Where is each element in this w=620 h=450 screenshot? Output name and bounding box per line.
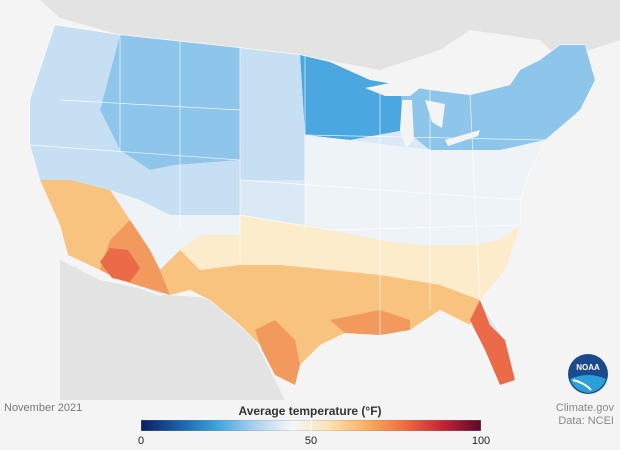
region-great-basin (30, 25, 240, 215)
lake-erie (445, 130, 480, 146)
legend-color-bar (141, 420, 481, 431)
noaa-logo: NOAA (568, 354, 608, 394)
region-northeast (460, 45, 595, 150)
region-southern-plains (180, 215, 520, 300)
state-borders (29, 35, 546, 335)
legend-title: Average temperature (°F) (238, 404, 382, 418)
credit-block: Climate.gov Data: NCEI (556, 402, 614, 428)
date-label: November 2021 (4, 402, 83, 414)
noaa-logo-text: NOAA (576, 363, 600, 372)
region-upper-midwest (300, 55, 405, 140)
region-florida (470, 300, 515, 385)
legend-tick-min: 0 (137, 435, 145, 447)
legend-tick-max: 100 (471, 435, 491, 447)
credit-source: Climate.gov (555, 402, 614, 414)
region-desert-hotspot (100, 248, 140, 282)
lake-superior (365, 82, 420, 96)
region-south-texas (255, 320, 300, 385)
legend-tick-mid: 50 (304, 435, 318, 447)
temperature-map (0, 0, 620, 400)
lake-michigan (400, 100, 414, 148)
region-gulf-coast (330, 310, 410, 335)
baja-peninsula (75, 265, 135, 395)
region-southwest-desert (110, 190, 240, 270)
credit-data: Data: NCEI (558, 415, 614, 427)
region-texas-gulf (160, 250, 480, 385)
lake-huron (425, 100, 445, 128)
region-northern-rockies (100, 35, 240, 170)
region-northern-plains (240, 48, 305, 180)
canada-landmass (0, 0, 620, 70)
region-california (30, 145, 130, 270)
region-mid-atlantic (305, 135, 545, 245)
